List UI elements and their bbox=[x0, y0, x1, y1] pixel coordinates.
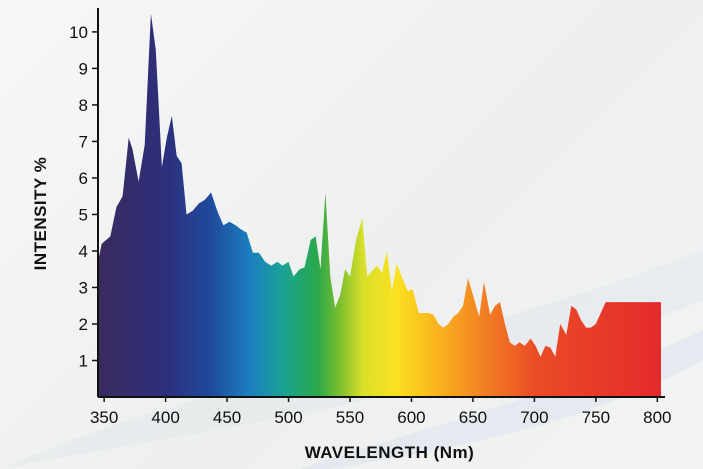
x-axis-title: WAVELENGTH (Nm) bbox=[305, 443, 475, 462]
y-tick-label: 1 bbox=[79, 351, 88, 370]
spectrum-area bbox=[98, 13, 661, 397]
x-axis: 350 400 450 500 550 600 650 700 750 800 bbox=[90, 396, 671, 427]
y-axis: 1 2 3 4 5 6 7 8 9 10 bbox=[69, 8, 99, 397]
y-tick-label: 4 bbox=[79, 242, 88, 261]
y-tick-label: 7 bbox=[79, 132, 88, 151]
x-tick-label: 350 bbox=[90, 408, 118, 427]
x-tick-label: 550 bbox=[336, 408, 364, 427]
x-tick-label: 400 bbox=[151, 408, 179, 427]
y-tick-label: 8 bbox=[79, 96, 88, 115]
y-tick-label: 5 bbox=[79, 205, 88, 224]
x-tick-label: 700 bbox=[520, 408, 548, 427]
y-tick-label: 3 bbox=[79, 278, 88, 297]
x-tick-label: 650 bbox=[459, 408, 487, 427]
y-tick-label: 2 bbox=[79, 315, 88, 334]
y-tick-label: 9 bbox=[79, 59, 88, 78]
x-tick-label: 500 bbox=[274, 408, 302, 427]
y-tick-label: 10 bbox=[69, 23, 88, 42]
x-tick-label: 450 bbox=[213, 408, 241, 427]
x-tick-label: 750 bbox=[582, 408, 610, 427]
y-axis-title: INTENSITY % bbox=[31, 157, 50, 271]
x-tick-label: 800 bbox=[643, 408, 671, 427]
x-tick-label: 600 bbox=[397, 408, 425, 427]
y-tick-label: 6 bbox=[79, 169, 88, 188]
